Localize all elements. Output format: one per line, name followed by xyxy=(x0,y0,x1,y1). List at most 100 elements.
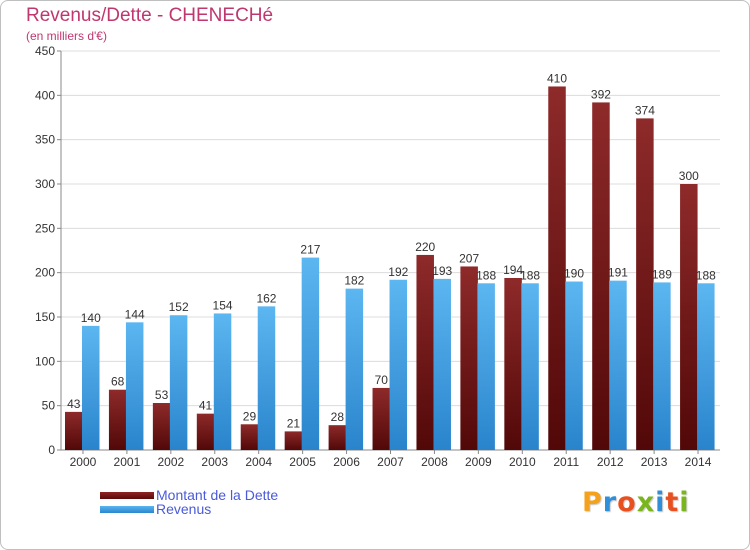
data-label-revenus: 217 xyxy=(300,243,320,257)
data-label-dette: 300 xyxy=(679,169,699,183)
data-label-dette: 29 xyxy=(243,409,257,423)
data-label-revenus: 193 xyxy=(432,264,452,278)
data-label-revenus: 140 xyxy=(81,311,101,325)
logo-letter: t xyxy=(665,487,680,518)
data-label-revenus: 188 xyxy=(476,268,496,282)
bar-dette xyxy=(504,277,522,450)
proxiti-logo: Proxiti xyxy=(582,487,690,518)
data-label-dette: 68 xyxy=(111,375,125,389)
bar-dette xyxy=(284,431,303,450)
data-label-revenus: 190 xyxy=(564,267,584,281)
data-label-dette: 220 xyxy=(415,240,435,254)
logo-letter: i xyxy=(655,487,666,518)
y-tick-label: 50 xyxy=(42,399,56,413)
bar-revenus xyxy=(697,283,715,450)
bar-revenus xyxy=(521,283,539,450)
y-tick-label: 0 xyxy=(48,443,55,457)
data-label-revenus: 152 xyxy=(169,300,189,314)
bar-revenus xyxy=(433,278,451,450)
logo-letter: P xyxy=(582,487,603,518)
data-label-revenus: 188 xyxy=(520,268,540,282)
bar-revenus xyxy=(82,325,100,450)
x-tick-label: 2009 xyxy=(465,455,492,469)
data-label-dette: 194 xyxy=(503,263,523,277)
legend-label-revenus: Revenus xyxy=(156,501,212,517)
bar-revenus xyxy=(653,282,671,450)
data-label-dette: 410 xyxy=(547,71,567,85)
y-tick-label: 150 xyxy=(35,310,55,324)
data-label-dette: 53 xyxy=(155,388,169,402)
y-tick-label: 450 xyxy=(35,44,55,58)
bar-dette xyxy=(636,118,654,451)
bar-dette xyxy=(416,254,434,450)
logo-letter: i xyxy=(679,487,690,518)
chart-subtitle: (en milliers d'€) xyxy=(26,29,107,43)
bar-dette xyxy=(240,424,259,450)
logo-letter: x xyxy=(636,487,656,518)
y-tick-label: 400 xyxy=(35,88,55,102)
bar-dette xyxy=(65,411,83,450)
x-tick-label: 2014 xyxy=(685,455,712,469)
x-tick-label: 2013 xyxy=(641,455,668,469)
data-label-revenus: 144 xyxy=(125,307,145,321)
x-tick-label: 2003 xyxy=(201,455,228,469)
y-tick-label: 350 xyxy=(35,133,55,147)
legend-swatch-dette xyxy=(100,491,154,499)
data-label-revenus: 189 xyxy=(652,267,672,281)
data-label-dette: 207 xyxy=(459,251,479,265)
y-tick-label: 100 xyxy=(35,354,55,368)
bar-dette xyxy=(372,387,391,450)
x-tick-label: 2000 xyxy=(70,455,97,469)
data-label-revenus: 192 xyxy=(388,265,408,279)
data-label-revenus: 191 xyxy=(608,266,628,280)
chart-title: Revenus/Dette - CHENECHé xyxy=(26,5,274,26)
bar-revenus xyxy=(477,283,495,450)
x-tick-label: 2012 xyxy=(597,455,624,469)
bar-revenus xyxy=(125,322,144,450)
legend-item-dette: Montant de la Dette xyxy=(100,487,278,503)
legend-swatch-revenus xyxy=(100,505,154,513)
bar-dette xyxy=(460,266,478,450)
data-label-revenus: 182 xyxy=(344,274,364,288)
bar-dette xyxy=(108,389,127,450)
logo-letter: o xyxy=(617,487,637,518)
data-label-dette: 28 xyxy=(331,410,345,424)
bar-revenus xyxy=(345,288,364,450)
logo-letter: r xyxy=(602,487,618,518)
bar-revenus xyxy=(169,315,188,450)
data-label-revenus: 154 xyxy=(213,298,233,312)
x-tick-label: 2002 xyxy=(157,455,184,469)
y-tick-label: 300 xyxy=(35,177,55,191)
x-tick-label: 2008 xyxy=(421,455,448,469)
data-label-dette: 374 xyxy=(635,103,655,117)
bar-dette xyxy=(152,403,171,450)
bar-revenus xyxy=(565,281,583,450)
x-tick-label: 2011 xyxy=(553,455,579,469)
data-label-dette: 21 xyxy=(287,416,301,430)
data-labels: 43 68 53 41 29 21 28 70 220 207 194 410 392 374 300 140… xyxy=(67,71,716,430)
x-tick-label: 2007 xyxy=(377,455,404,469)
data-label-revenus: 162 xyxy=(256,291,276,305)
bars xyxy=(65,86,715,451)
bar-dette xyxy=(680,184,698,450)
x-tick-label: 2010 xyxy=(509,455,536,469)
bar-dette xyxy=(196,413,215,450)
data-label-revenus: 188 xyxy=(696,268,716,282)
data-label-dette: 41 xyxy=(199,399,213,413)
y-tick-label: 250 xyxy=(35,221,55,235)
legend-label-dette: Montant de la Dette xyxy=(156,487,279,503)
x-tick-label: 2006 xyxy=(333,455,360,469)
bar-revenus xyxy=(257,306,276,450)
legend-item-revenus: Revenus xyxy=(100,501,211,517)
x-tick-label: 2001 xyxy=(114,455,141,469)
bar-dette xyxy=(328,425,347,450)
bar-revenus xyxy=(389,279,408,450)
x-tick-label: 2004 xyxy=(245,455,272,469)
bar-revenus xyxy=(301,257,320,450)
data-label-dette: 43 xyxy=(67,397,81,411)
bar-dette xyxy=(548,86,566,450)
x-tick-label: 2005 xyxy=(289,455,316,469)
bar-dette xyxy=(592,102,610,450)
data-label-dette: 392 xyxy=(591,87,611,101)
